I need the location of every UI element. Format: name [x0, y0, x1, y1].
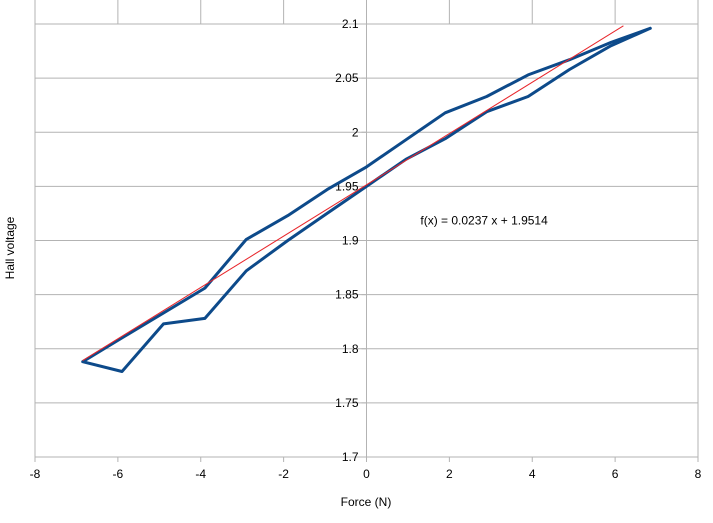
- x-axis-tick-labels: -8 -6 -4 -2 0 2 4 6 8: [30, 467, 702, 481]
- x-tick-label: -4: [195, 467, 206, 481]
- trendline-group: [82, 25, 624, 362]
- annotation-group: f(x) = 0.0237 x + 1.9514: [420, 213, 548, 227]
- y-tick-label: 2.1: [342, 17, 359, 31]
- trendline: [82, 25, 624, 362]
- x-tick-label: -2: [278, 467, 289, 481]
- x-axis-title: Force (N): [341, 495, 392, 509]
- y-axis-title: Hall voltage: [3, 216, 17, 279]
- x-tick-label: 8: [695, 467, 702, 481]
- y-tick-label: 1.85: [335, 288, 359, 302]
- y-tick-label: 1.8: [342, 342, 359, 356]
- x-tick-label: -6: [113, 467, 124, 481]
- x-tick-label: -8: [30, 467, 41, 481]
- x-tick-label: 4: [529, 467, 536, 481]
- plot-grid: [34, 0, 699, 462]
- y-tick-label: 1.7: [342, 450, 359, 464]
- y-tick-label: 1.75: [335, 396, 359, 410]
- trendline-equation: f(x) = 0.0237 x + 1.9514: [420, 213, 548, 227]
- series-line: [81, 26, 652, 373]
- y-tick-label: 1.9: [342, 234, 359, 248]
- y-tick-label: 2.05: [335, 71, 359, 85]
- series-group: [81, 26, 652, 373]
- x-tick-label: 0: [363, 467, 370, 481]
- y-tick-label: 2: [352, 125, 359, 139]
- x-tick-label: 2: [446, 467, 453, 481]
- x-tick-label: 6: [612, 467, 619, 481]
